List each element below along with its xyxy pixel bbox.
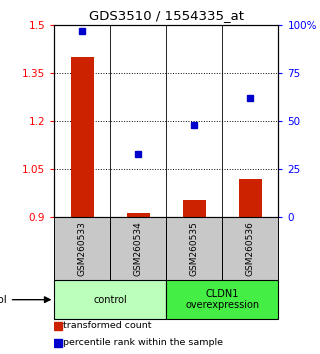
Text: CLDN1
overexpression: CLDN1 overexpression <box>185 289 260 310</box>
Text: control: control <box>93 295 127 305</box>
Text: transformed count: transformed count <box>63 321 152 330</box>
Bar <box>166 217 222 280</box>
Text: GSM260533: GSM260533 <box>78 222 87 276</box>
Text: percentile rank within the sample: percentile rank within the sample <box>63 338 223 347</box>
Text: GSM260534: GSM260534 <box>134 222 143 276</box>
Text: GSM260535: GSM260535 <box>190 222 199 276</box>
Bar <box>183 200 206 217</box>
Bar <box>54 217 110 280</box>
Title: GDS3510 / 1554335_at: GDS3510 / 1554335_at <box>89 9 244 22</box>
Bar <box>110 217 166 280</box>
Bar <box>71 57 93 217</box>
Bar <box>222 217 278 280</box>
Bar <box>127 212 150 217</box>
Text: GSM260536: GSM260536 <box>246 222 255 276</box>
Bar <box>239 179 261 217</box>
Bar <box>166 280 278 319</box>
Text: protocol: protocol <box>0 295 7 305</box>
Bar <box>54 280 166 319</box>
